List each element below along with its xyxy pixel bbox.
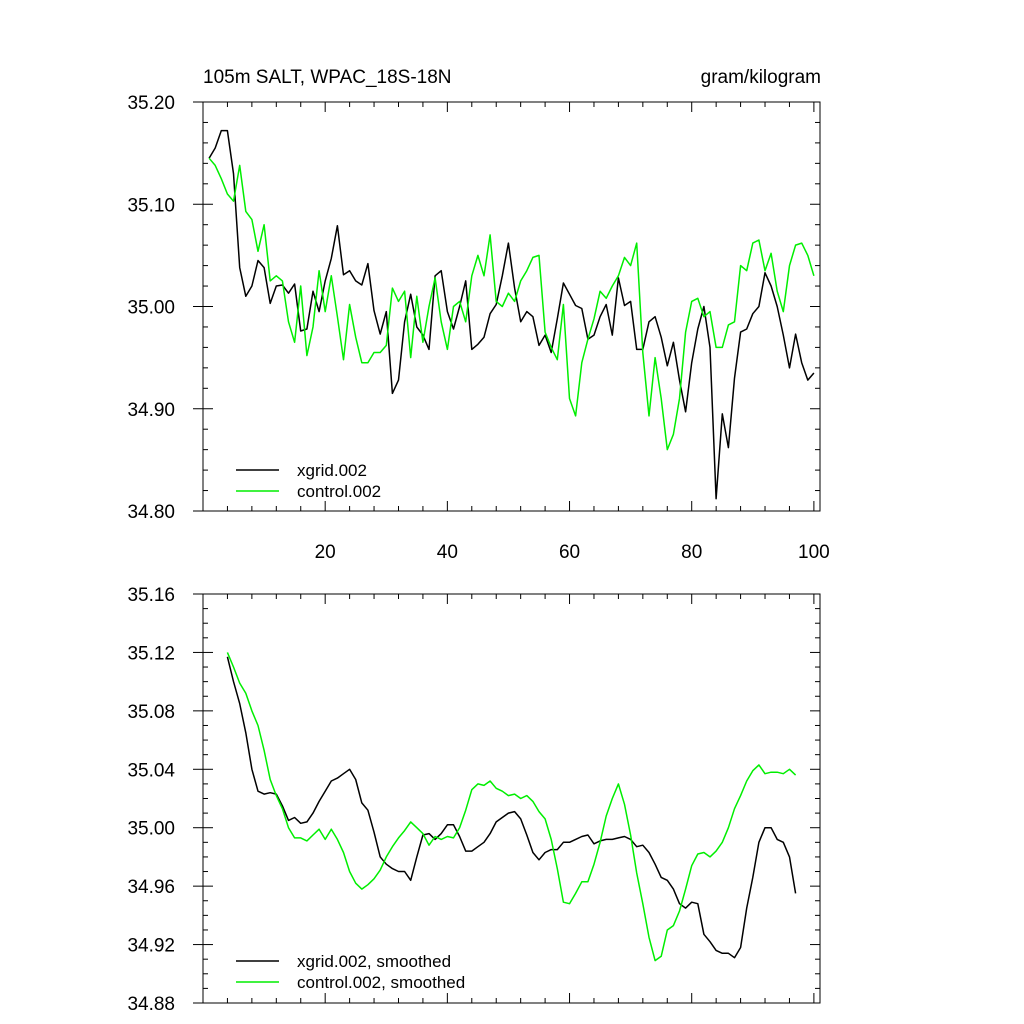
units-label: gram/kilogram [701, 67, 821, 88]
series-line-control-002 [208, 157, 815, 451]
legend-label: control.002, smoothed [297, 973, 465, 992]
x-tick-label: 80 [681, 542, 702, 563]
plot-frame [202, 101, 821, 512]
y-tick-label: 35.12 [127, 643, 175, 664]
legend-label: xgrid.002, smoothed [297, 952, 451, 971]
bottom-chart-panel: 34.88 34.92 34.96 35.00 35.04 35.08 35.12 35.16… [127, 585, 821, 1015]
top-chart-panel: 20 40 60 80 100 34.80 34.90 35.00 35.10 35.20 xgri… [127, 93, 829, 563]
series-line-xgrid-002-smoothed [226, 656, 797, 959]
y-tick-label: 35.20 [127, 93, 175, 114]
chart-title: 105m SALT, WPAC_18S-18N [203, 67, 452, 88]
y-tick-label: 35.04 [127, 760, 175, 781]
y-tick-label: 34.90 [127, 400, 175, 421]
y-tick-label: 34.92 [127, 936, 175, 957]
y-tick-label: 35.10 [127, 195, 175, 216]
y-tick-label: 34.88 [127, 994, 175, 1015]
y-tick-label: 35.16 [127, 585, 175, 606]
legend-label: xgrid.002 [297, 461, 367, 480]
x-tick-label: 40 [437, 542, 458, 563]
series-line-xgrid-002 [208, 129, 815, 500]
y-tick-label: 35.00 [127, 298, 175, 319]
series-line-control-002-smoothed [226, 652, 797, 962]
y-tick-label: 34.96 [127, 877, 175, 898]
y-tick-label: 35.00 [127, 819, 175, 840]
plot-frame [202, 593, 821, 1004]
y-tick-label: 35.08 [127, 702, 175, 723]
x-tick-label: 100 [798, 542, 830, 563]
legend-label: control.002 [297, 482, 381, 501]
y-tick-label: 34.80 [127, 502, 175, 523]
x-tick-label: 60 [559, 542, 580, 563]
x-tick-label: 20 [315, 542, 336, 563]
